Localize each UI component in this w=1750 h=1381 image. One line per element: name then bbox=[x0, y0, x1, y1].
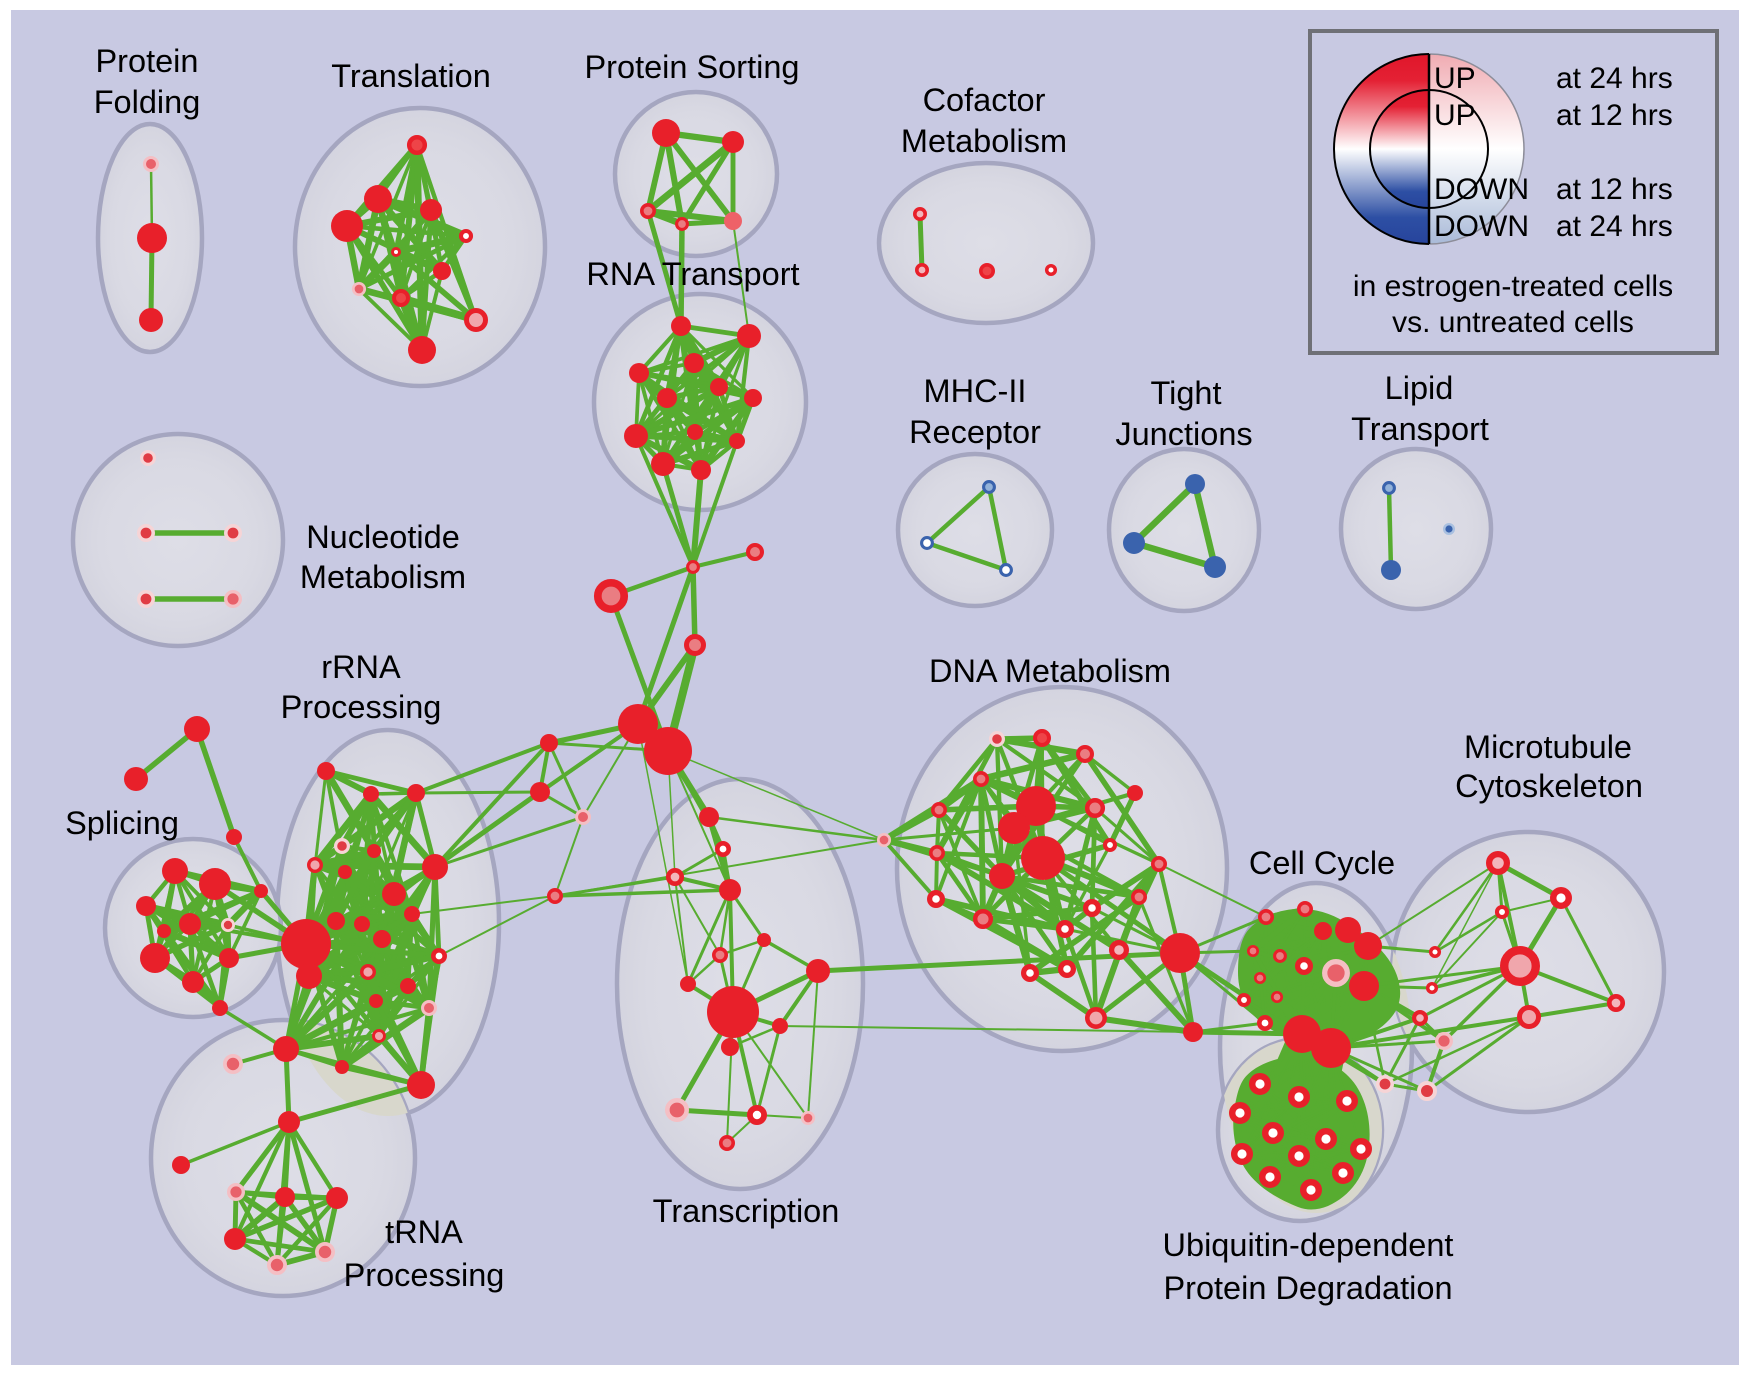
svg-text:Cell Cycle: Cell Cycle bbox=[1249, 845, 1395, 881]
svg-text:Receptor: Receptor bbox=[909, 414, 1041, 450]
svg-text:Protein: Protein bbox=[96, 43, 199, 79]
svg-text:rRNA: rRNA bbox=[321, 649, 401, 685]
svg-text:Translation: Translation bbox=[331, 58, 491, 94]
svg-text:Metabolism: Metabolism bbox=[901, 123, 1067, 159]
svg-text:MHC-II: MHC-II bbox=[924, 373, 1027, 409]
svg-text:UP: UP bbox=[1434, 62, 1476, 95]
svg-text:Microtubule: Microtubule bbox=[1464, 729, 1632, 765]
svg-text:DOWN: DOWN bbox=[1434, 173, 1529, 206]
svg-text:at 24 hrs: at 24 hrs bbox=[1556, 210, 1673, 243]
svg-text:at 24 hrs: at 24 hrs bbox=[1556, 62, 1673, 95]
svg-text:Metabolism: Metabolism bbox=[300, 559, 466, 595]
svg-text:at 12 hrs: at 12 hrs bbox=[1556, 99, 1673, 132]
svg-text:Transport: Transport bbox=[1351, 411, 1489, 447]
svg-text:Cofactor: Cofactor bbox=[923, 82, 1046, 118]
svg-text:Transcription: Transcription bbox=[653, 1193, 840, 1229]
svg-text:Protein Sorting: Protein Sorting bbox=[585, 49, 800, 85]
svg-text:DOWN: DOWN bbox=[1434, 210, 1529, 243]
svg-text:tRNA: tRNA bbox=[385, 1214, 463, 1250]
svg-text:Folding: Folding bbox=[94, 84, 201, 120]
svg-text:in estrogen-treated cells: in estrogen-treated cells bbox=[1353, 270, 1673, 303]
svg-text:Junctions: Junctions bbox=[1115, 416, 1252, 452]
svg-text:Splicing: Splicing bbox=[65, 805, 179, 841]
svg-text:Nucleotide: Nucleotide bbox=[306, 519, 460, 555]
svg-text:Protein Degradation: Protein Degradation bbox=[1163, 1270, 1452, 1306]
svg-text:DNA Metabolism: DNA Metabolism bbox=[929, 653, 1171, 689]
svg-text:RNA Transport: RNA Transport bbox=[586, 256, 799, 292]
svg-text:Cytoskeleton: Cytoskeleton bbox=[1455, 768, 1643, 804]
svg-text:Ubiquitin-dependent: Ubiquitin-dependent bbox=[1163, 1227, 1454, 1263]
svg-text:at 12 hrs: at 12 hrs bbox=[1556, 173, 1673, 206]
svg-text:Tight: Tight bbox=[1150, 375, 1221, 411]
svg-text:UP: UP bbox=[1434, 99, 1476, 132]
svg-text:Lipid: Lipid bbox=[1385, 370, 1454, 406]
svg-text:Processing: Processing bbox=[344, 1257, 505, 1293]
svg-text:Processing: Processing bbox=[281, 689, 442, 725]
svg-text:vs. untreated cells: vs. untreated cells bbox=[1392, 306, 1634, 339]
